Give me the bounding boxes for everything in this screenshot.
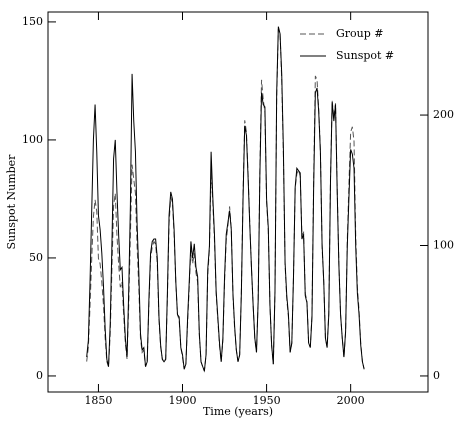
- x-tick-label: 1850: [84, 394, 112, 407]
- x-tick-label: 1950: [253, 394, 281, 407]
- x-axis-label: Time (years): [203, 405, 273, 418]
- y-tick-label: 150: [22, 15, 43, 28]
- plot-frame: [47, 11, 429, 393]
- x-tick-label: 1900: [169, 394, 197, 407]
- y2-tick-label: 100: [433, 239, 454, 252]
- legend-label: Sunspot #: [336, 49, 394, 62]
- y-axis-label: Sunspot Number: [5, 154, 18, 250]
- y2-tick-label: 200: [433, 108, 454, 121]
- y-tick-label: 0: [36, 369, 43, 382]
- legend-label: Group #: [336, 27, 384, 40]
- y-tick-label: 50: [29, 251, 43, 264]
- x-tick-label: 2000: [337, 394, 365, 407]
- series-line: [86, 26, 365, 372]
- y2-tick-label: 0: [433, 369, 440, 382]
- y-tick-label: 100: [22, 133, 43, 146]
